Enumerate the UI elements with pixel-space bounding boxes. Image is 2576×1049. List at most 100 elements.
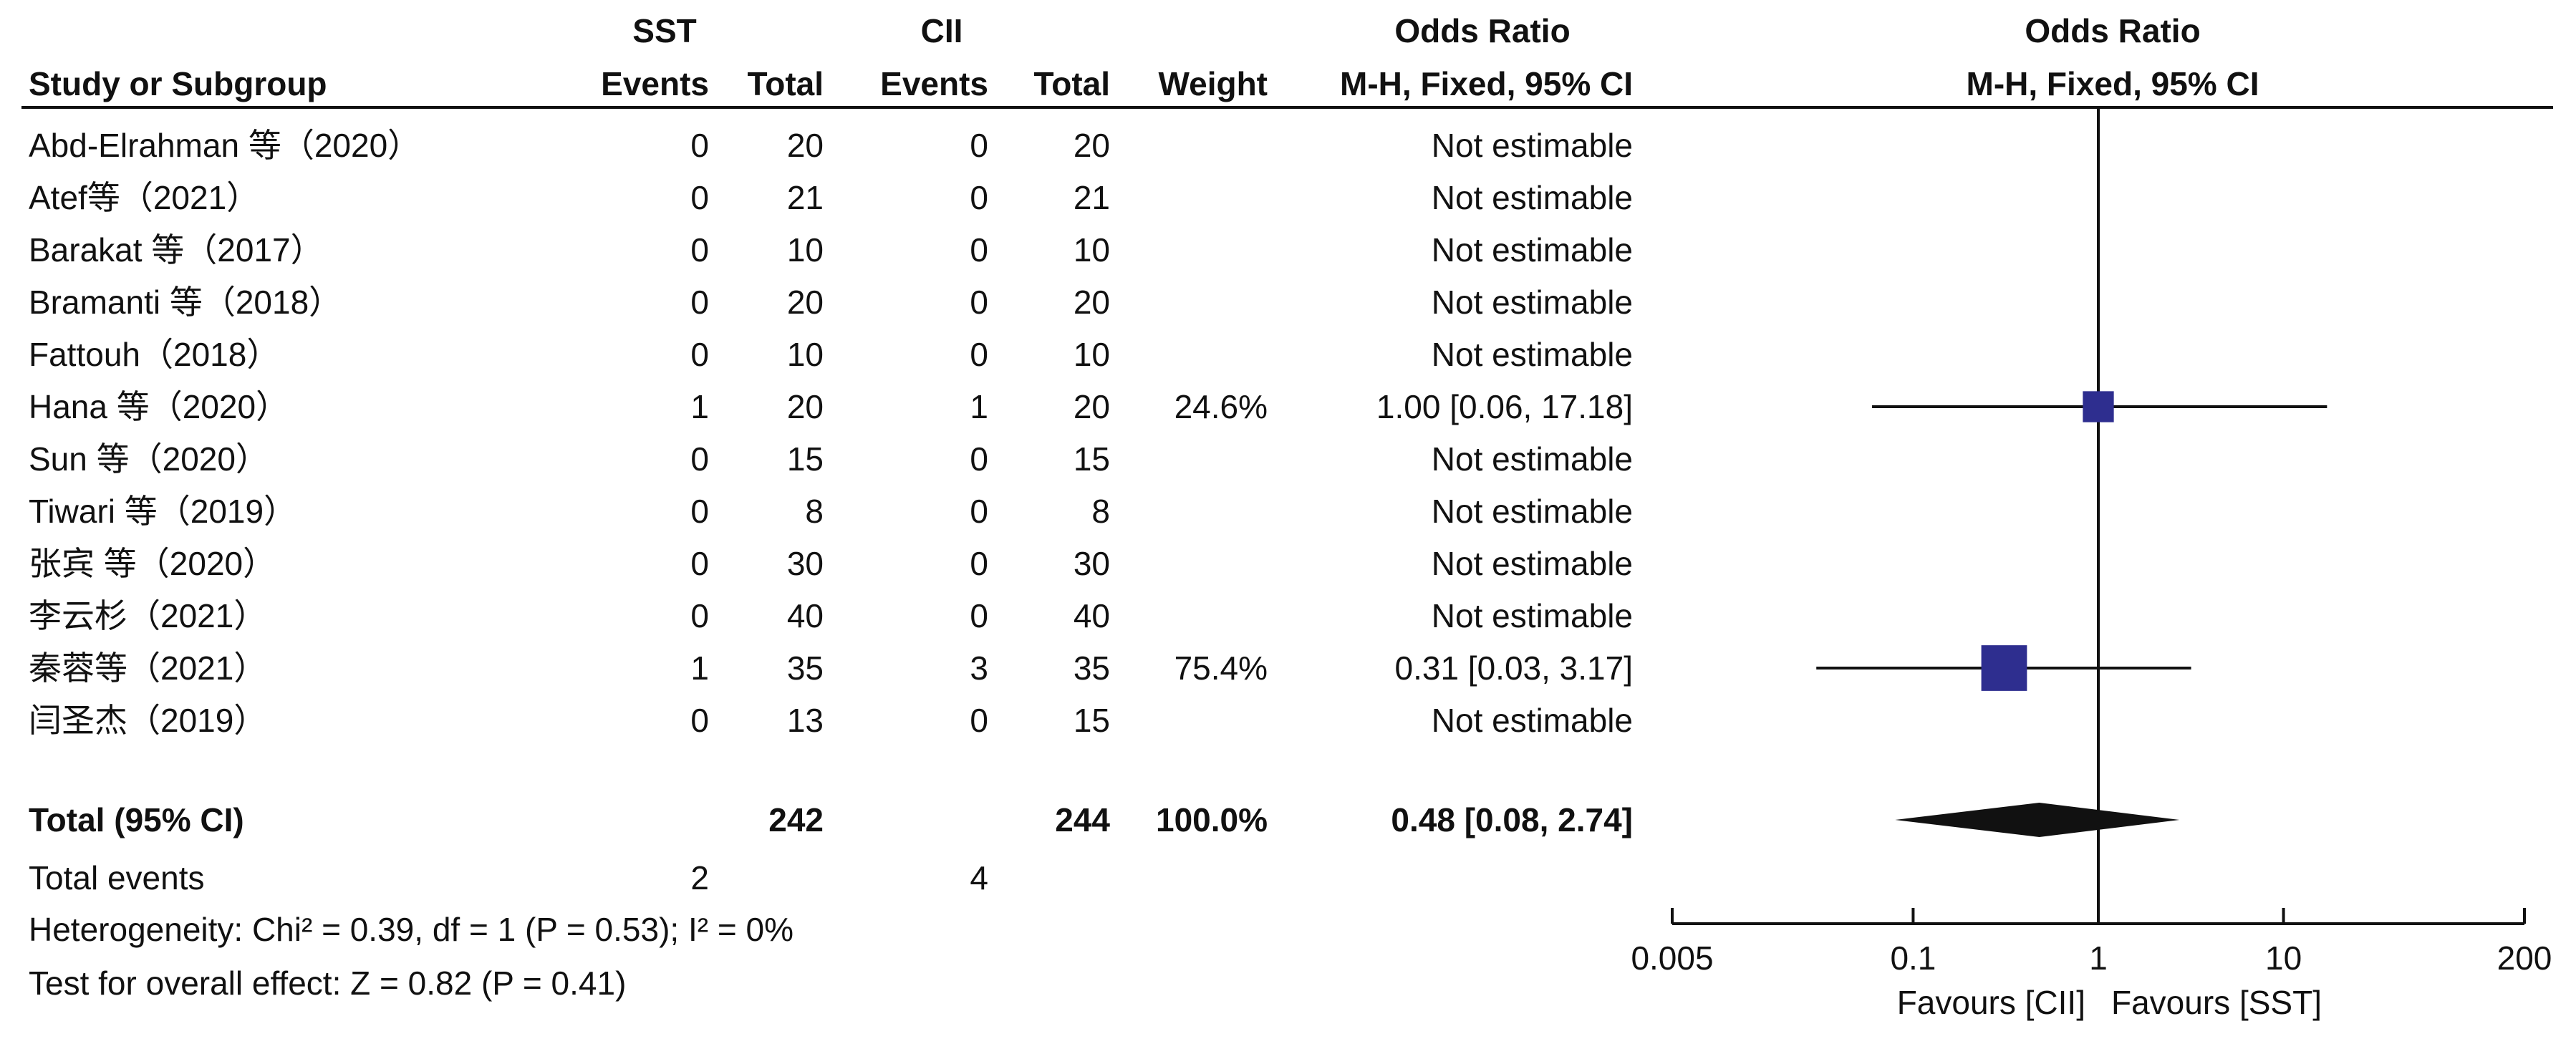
weight: 75.4% xyxy=(1174,649,1268,687)
total2: 20 xyxy=(1073,284,1110,321)
total-events-label: Total events xyxy=(29,859,205,896)
study-name: Fattouh（2018） xyxy=(29,336,280,373)
events2: 0 xyxy=(970,493,988,530)
events2: 0 xyxy=(970,440,988,478)
events1: 0 xyxy=(690,231,709,269)
total2: 21 xyxy=(1073,179,1110,216)
total2: 8 xyxy=(1091,493,1110,530)
total1: 8 xyxy=(805,493,824,530)
weight-header: Weight xyxy=(1158,65,1268,102)
events2: 0 xyxy=(970,231,988,269)
pooled-diamond xyxy=(1895,803,2180,837)
total2: 15 xyxy=(1073,702,1110,739)
x-tick-label-2: 1 xyxy=(2089,939,2108,977)
study-name: 闫圣杰（2019） xyxy=(29,702,267,739)
group1-header: SST xyxy=(632,12,697,49)
study-name: 秦蓉等（2021） xyxy=(29,649,267,687)
total1: 10 xyxy=(786,231,824,269)
total-or-ci: 0.48 [0.08, 2.74] xyxy=(1391,801,1633,838)
events2: 0 xyxy=(970,179,988,216)
x-tick-label-4: 200 xyxy=(2497,939,2552,977)
events1-header: Events xyxy=(601,65,709,102)
or-ci: Not estimable xyxy=(1431,179,1633,216)
total2: 20 xyxy=(1073,127,1110,164)
x-tick-label-1: 0.1 xyxy=(1890,939,1936,977)
total1: 40 xyxy=(786,597,824,634)
or-left-header: Odds Ratio xyxy=(1394,12,1571,49)
total1: 21 xyxy=(786,179,824,216)
favours-left-label: Favours [CII] xyxy=(1897,984,2085,1021)
or-ci: Not estimable xyxy=(1431,284,1633,321)
events1: 0 xyxy=(690,284,709,321)
total2-header: Total xyxy=(1033,65,1110,102)
events1: 0 xyxy=(690,597,709,634)
study-name: Hana 等（2020） xyxy=(29,388,289,425)
total1: 15 xyxy=(786,440,824,478)
events2: 0 xyxy=(970,336,988,373)
events2: 1 xyxy=(970,388,988,425)
weight: 24.6% xyxy=(1174,388,1268,425)
events1: 0 xyxy=(690,545,709,582)
total2: 30 xyxy=(1073,545,1110,582)
study-name: Tiwari 等（2019） xyxy=(29,493,297,530)
study-name: Atef等（2021） xyxy=(29,179,260,216)
total1: 35 xyxy=(786,649,824,687)
or-ci: 1.00 [0.06, 17.18] xyxy=(1376,388,1633,425)
total-label: Total (95% CI) xyxy=(29,801,244,838)
total2: 10 xyxy=(1073,231,1110,269)
events1: 1 xyxy=(690,388,709,425)
or-square-0 xyxy=(2083,391,2114,422)
or-ci: Not estimable xyxy=(1431,597,1633,634)
or-ci: Not estimable xyxy=(1431,336,1633,373)
study-name: 李云杉（2021） xyxy=(29,597,267,634)
events2: 3 xyxy=(970,649,988,687)
total1-sum: 242 xyxy=(768,801,824,838)
events1: 0 xyxy=(690,493,709,530)
study-name: 张宾 等（2020） xyxy=(29,545,276,582)
x-ticks: 0.005 0.1 1 10 200 xyxy=(1631,908,2552,977)
or-ci: Not estimable xyxy=(1431,702,1633,739)
total-events2: 4 xyxy=(970,859,988,896)
events2-header: Events xyxy=(880,65,988,102)
events1: 0 xyxy=(690,336,709,373)
events1: 1 xyxy=(690,649,709,687)
study-name: Sun 等（2020） xyxy=(29,440,269,478)
total1: 10 xyxy=(786,336,824,373)
x-tick-label-0: 0.005 xyxy=(1631,939,1713,977)
events2: 0 xyxy=(970,597,988,634)
total2: 40 xyxy=(1073,597,1110,634)
study-name: Bramanti 等（2018） xyxy=(29,284,342,321)
favours-right-label: Favours [SST] xyxy=(2111,984,2322,1021)
study-name: Barakat 等（2017） xyxy=(29,231,324,269)
or-ci: 0.31 [0.03, 3.17] xyxy=(1394,649,1634,687)
total-events1: 2 xyxy=(690,859,709,896)
events1: 0 xyxy=(690,702,709,739)
or-ci: Not estimable xyxy=(1431,545,1633,582)
total1: 20 xyxy=(786,388,824,425)
or-square-1 xyxy=(1981,645,2027,691)
header-rule xyxy=(21,106,2553,109)
events1: 0 xyxy=(690,127,709,164)
total1: 20 xyxy=(786,284,824,321)
total1: 20 xyxy=(786,127,824,164)
events2: 0 xyxy=(970,545,988,582)
study-name: Abd-Elrahman 等（2020） xyxy=(29,127,421,164)
events1: 0 xyxy=(690,440,709,478)
study-marks xyxy=(1816,391,2327,691)
overall-effect-text: Test for overall effect: Z = 0.82 (P = 0… xyxy=(29,965,627,1002)
study-column-header: Study or Subgroup xyxy=(29,65,327,102)
total2-sum: 244 xyxy=(1055,801,1110,838)
total1-header: Total xyxy=(747,65,824,102)
total2: 15 xyxy=(1073,440,1110,478)
heterogeneity-text: Heterogeneity: Chi² = 0.39, df = 1 (P = … xyxy=(29,911,793,948)
or-right-header: Odds Ratio xyxy=(2025,12,2201,49)
total-weight: 100.0% xyxy=(1155,801,1268,838)
events2: 0 xyxy=(970,284,988,321)
events2: 0 xyxy=(970,702,988,739)
total1: 30 xyxy=(786,545,824,582)
or-left-subheader: M-H, Fixed, 95% CI xyxy=(1340,65,1633,102)
total2: 35 xyxy=(1073,649,1110,687)
or-ci: Not estimable xyxy=(1431,493,1633,530)
or-ci: Not estimable xyxy=(1431,127,1633,164)
